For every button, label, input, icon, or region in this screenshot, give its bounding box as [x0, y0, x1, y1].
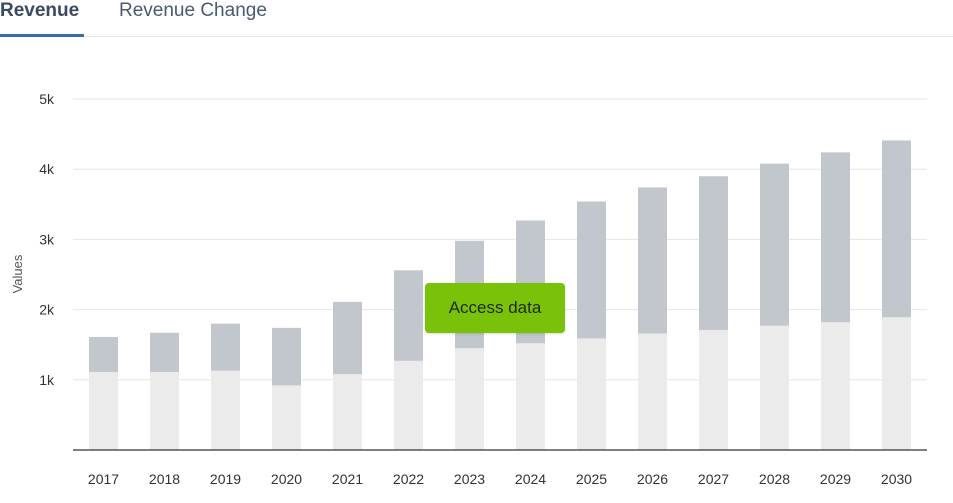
- bar-upper: [638, 187, 667, 334]
- bar-upper: [272, 327, 301, 386]
- bar-upper: [333, 301, 362, 375]
- bar-upper: [211, 323, 240, 371]
- x-tick-label: 2030: [881, 471, 912, 487]
- x-tick-label: 2019: [210, 471, 241, 487]
- bar-lower: [150, 372, 179, 450]
- x-tick-label: 2020: [271, 471, 302, 487]
- bar-lower: [699, 329, 728, 450]
- tab-revenue-change[interactable]: Revenue Change: [119, 0, 267, 21]
- bar-lower: [882, 317, 911, 450]
- y-axis-label: Values: [10, 254, 25, 293]
- tab-revenue[interactable]: Revenue: [0, 0, 84, 37]
- bar-upper: [89, 336, 118, 373]
- x-tick-label: 2023: [454, 471, 485, 487]
- y-tick-label: 5k: [39, 91, 55, 107]
- bar-upper: [882, 140, 911, 318]
- x-tick-label: 2022: [393, 471, 424, 487]
- bar-upper: [394, 270, 423, 361]
- x-tick-label: 2018: [149, 471, 180, 487]
- y-tick-label: 4k: [39, 161, 55, 177]
- x-tick-label: 2017: [88, 471, 119, 487]
- y-tick-label: 2k: [39, 302, 55, 318]
- bar-lower: [394, 360, 423, 450]
- bar-lower: [577, 338, 606, 450]
- revenue-bar-chart: 1k 2k 3k 4k 5k Values 2017 2018 2019 2020 2021 2022…: [10, 91, 927, 487]
- x-tick-label: 2024: [515, 471, 546, 487]
- bar-upper: [577, 201, 606, 339]
- bar-upper: [699, 176, 728, 330]
- x-tick-label: 2021: [332, 471, 363, 487]
- y-tick-label: 1k: [39, 372, 55, 388]
- access-data-button[interactable]: Access data: [425, 283, 565, 333]
- x-tick-label: 2028: [759, 471, 790, 487]
- bar-lower: [272, 385, 301, 450]
- bar-lower: [821, 322, 850, 450]
- bar-lower: [516, 343, 545, 450]
- bar-lower: [638, 333, 667, 450]
- bar-lower: [333, 374, 362, 450]
- x-tick-label: 2027: [698, 471, 729, 487]
- x-tick-label: 2029: [820, 471, 851, 487]
- bar-upper: [760, 163, 789, 326]
- tab-bar: Revenue Revenue Change: [0, 0, 953, 37]
- x-tick-label: 2026: [637, 471, 668, 487]
- bar-lower: [211, 370, 240, 450]
- bar-lower: [455, 348, 484, 450]
- bar-upper: [150, 332, 179, 373]
- x-tick-label: 2025: [576, 471, 607, 487]
- bar-lower: [89, 372, 118, 450]
- bar-lower: [760, 325, 789, 450]
- bar-upper: [821, 152, 850, 323]
- y-tick-label: 3k: [39, 231, 55, 247]
